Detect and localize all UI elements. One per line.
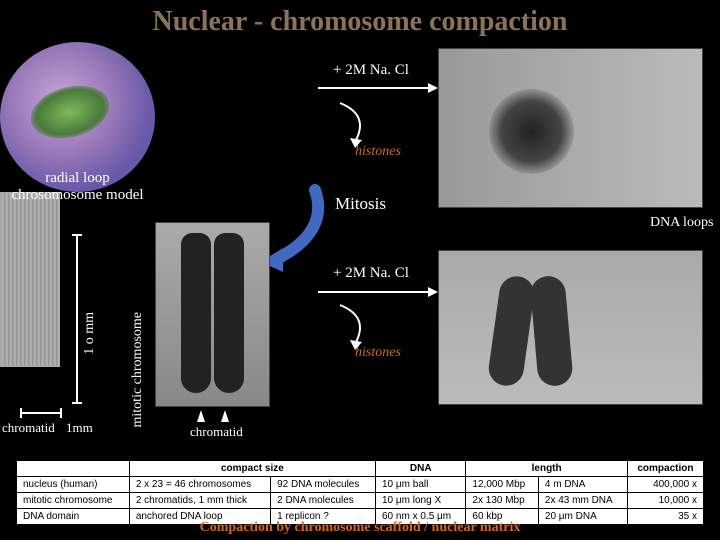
th-dna: DNA <box>376 461 466 477</box>
table-cell: 12,000 Mbp <box>466 477 538 493</box>
label-1mm: 1mm <box>66 420 93 436</box>
label-dna-loops: DNA loops <box>650 215 713 231</box>
scale-bar-1mm <box>20 412 62 414</box>
radial-loop-model-image <box>0 192 60 367</box>
th-empty <box>17 461 130 477</box>
table-cell: 2x 43 mm DNA <box>538 493 627 509</box>
label-nacl-lower: + 2M Na. Cl <box>333 265 409 282</box>
em-image-mitotic <box>438 250 703 405</box>
table-cell: 10,000 x <box>627 493 703 509</box>
table-cell: nucleus (human) <box>17 477 130 493</box>
label-mitotic-chromosome: mitotic chromosome <box>130 312 146 427</box>
arrow-histones-lower <box>330 302 390 350</box>
bottom-caption: Compaction by chromosome scaffold / nucl… <box>0 520 720 536</box>
table-cell: 10 μm long X <box>376 493 466 509</box>
label-10mm: 1 o mm <box>82 312 98 355</box>
th-compact: compact size <box>129 461 375 477</box>
table-cell: mitotic chromosome <box>17 493 130 509</box>
label-chromatid-left: chromatid <box>2 420 55 436</box>
mitotic-chromosome-image <box>155 222 270 407</box>
table-row: mitotic chromosome2 chromatids, 1 mm thi… <box>17 493 704 509</box>
table-cell: 400,000 x <box>627 477 703 493</box>
label-mitosis: Mitosis <box>335 194 386 214</box>
table-cell: 2 x 23 = 46 chromosomes <box>129 477 270 493</box>
table-cell: 2x 130 Mbp <box>466 493 538 509</box>
arrow-histones-upper <box>330 100 390 148</box>
label-nacl-upper: + 2M Na. Cl <box>333 62 409 79</box>
arrow-em1-to-em2 <box>693 162 720 252</box>
table-row: nucleus (human)2 x 23 = 46 chromosomes92… <box>17 477 704 493</box>
table-cell: 2 chromatids, 1 mm thick <box>129 493 270 509</box>
compaction-table: compact size DNA length compaction nucle… <box>16 460 704 525</box>
arrow-nucleus-to-em <box>318 78 438 98</box>
arrow-mitotic-to-em2 <box>318 282 438 302</box>
diagram-area: + 2M Na. Cl histones radial loop chrosom… <box>0 42 720 462</box>
th-length: length <box>466 461 627 477</box>
table-cell: 4 m DNA <box>538 477 627 493</box>
table-cell: 10 μm ball <box>376 477 466 493</box>
label-radial-l2: chrosomosome model <box>11 187 143 203</box>
table-header-row: compact size DNA length compaction <box>17 461 704 477</box>
table-cell: 2 DNA molecules <box>271 493 376 509</box>
table-cell: 92 DNA molecules <box>271 477 376 493</box>
slide-title: Nuclear - chromosome compaction <box>0 0 720 42</box>
scale-bar-10mm <box>76 234 78 404</box>
label-chromatid-right: chromatid <box>190 424 243 440</box>
em-image-interphase <box>438 48 703 208</box>
th-compaction: compaction <box>627 461 703 477</box>
label-radial-l1: radial loop <box>45 170 110 186</box>
label-radial-model: radial loop chrosomosome model <box>5 170 150 204</box>
